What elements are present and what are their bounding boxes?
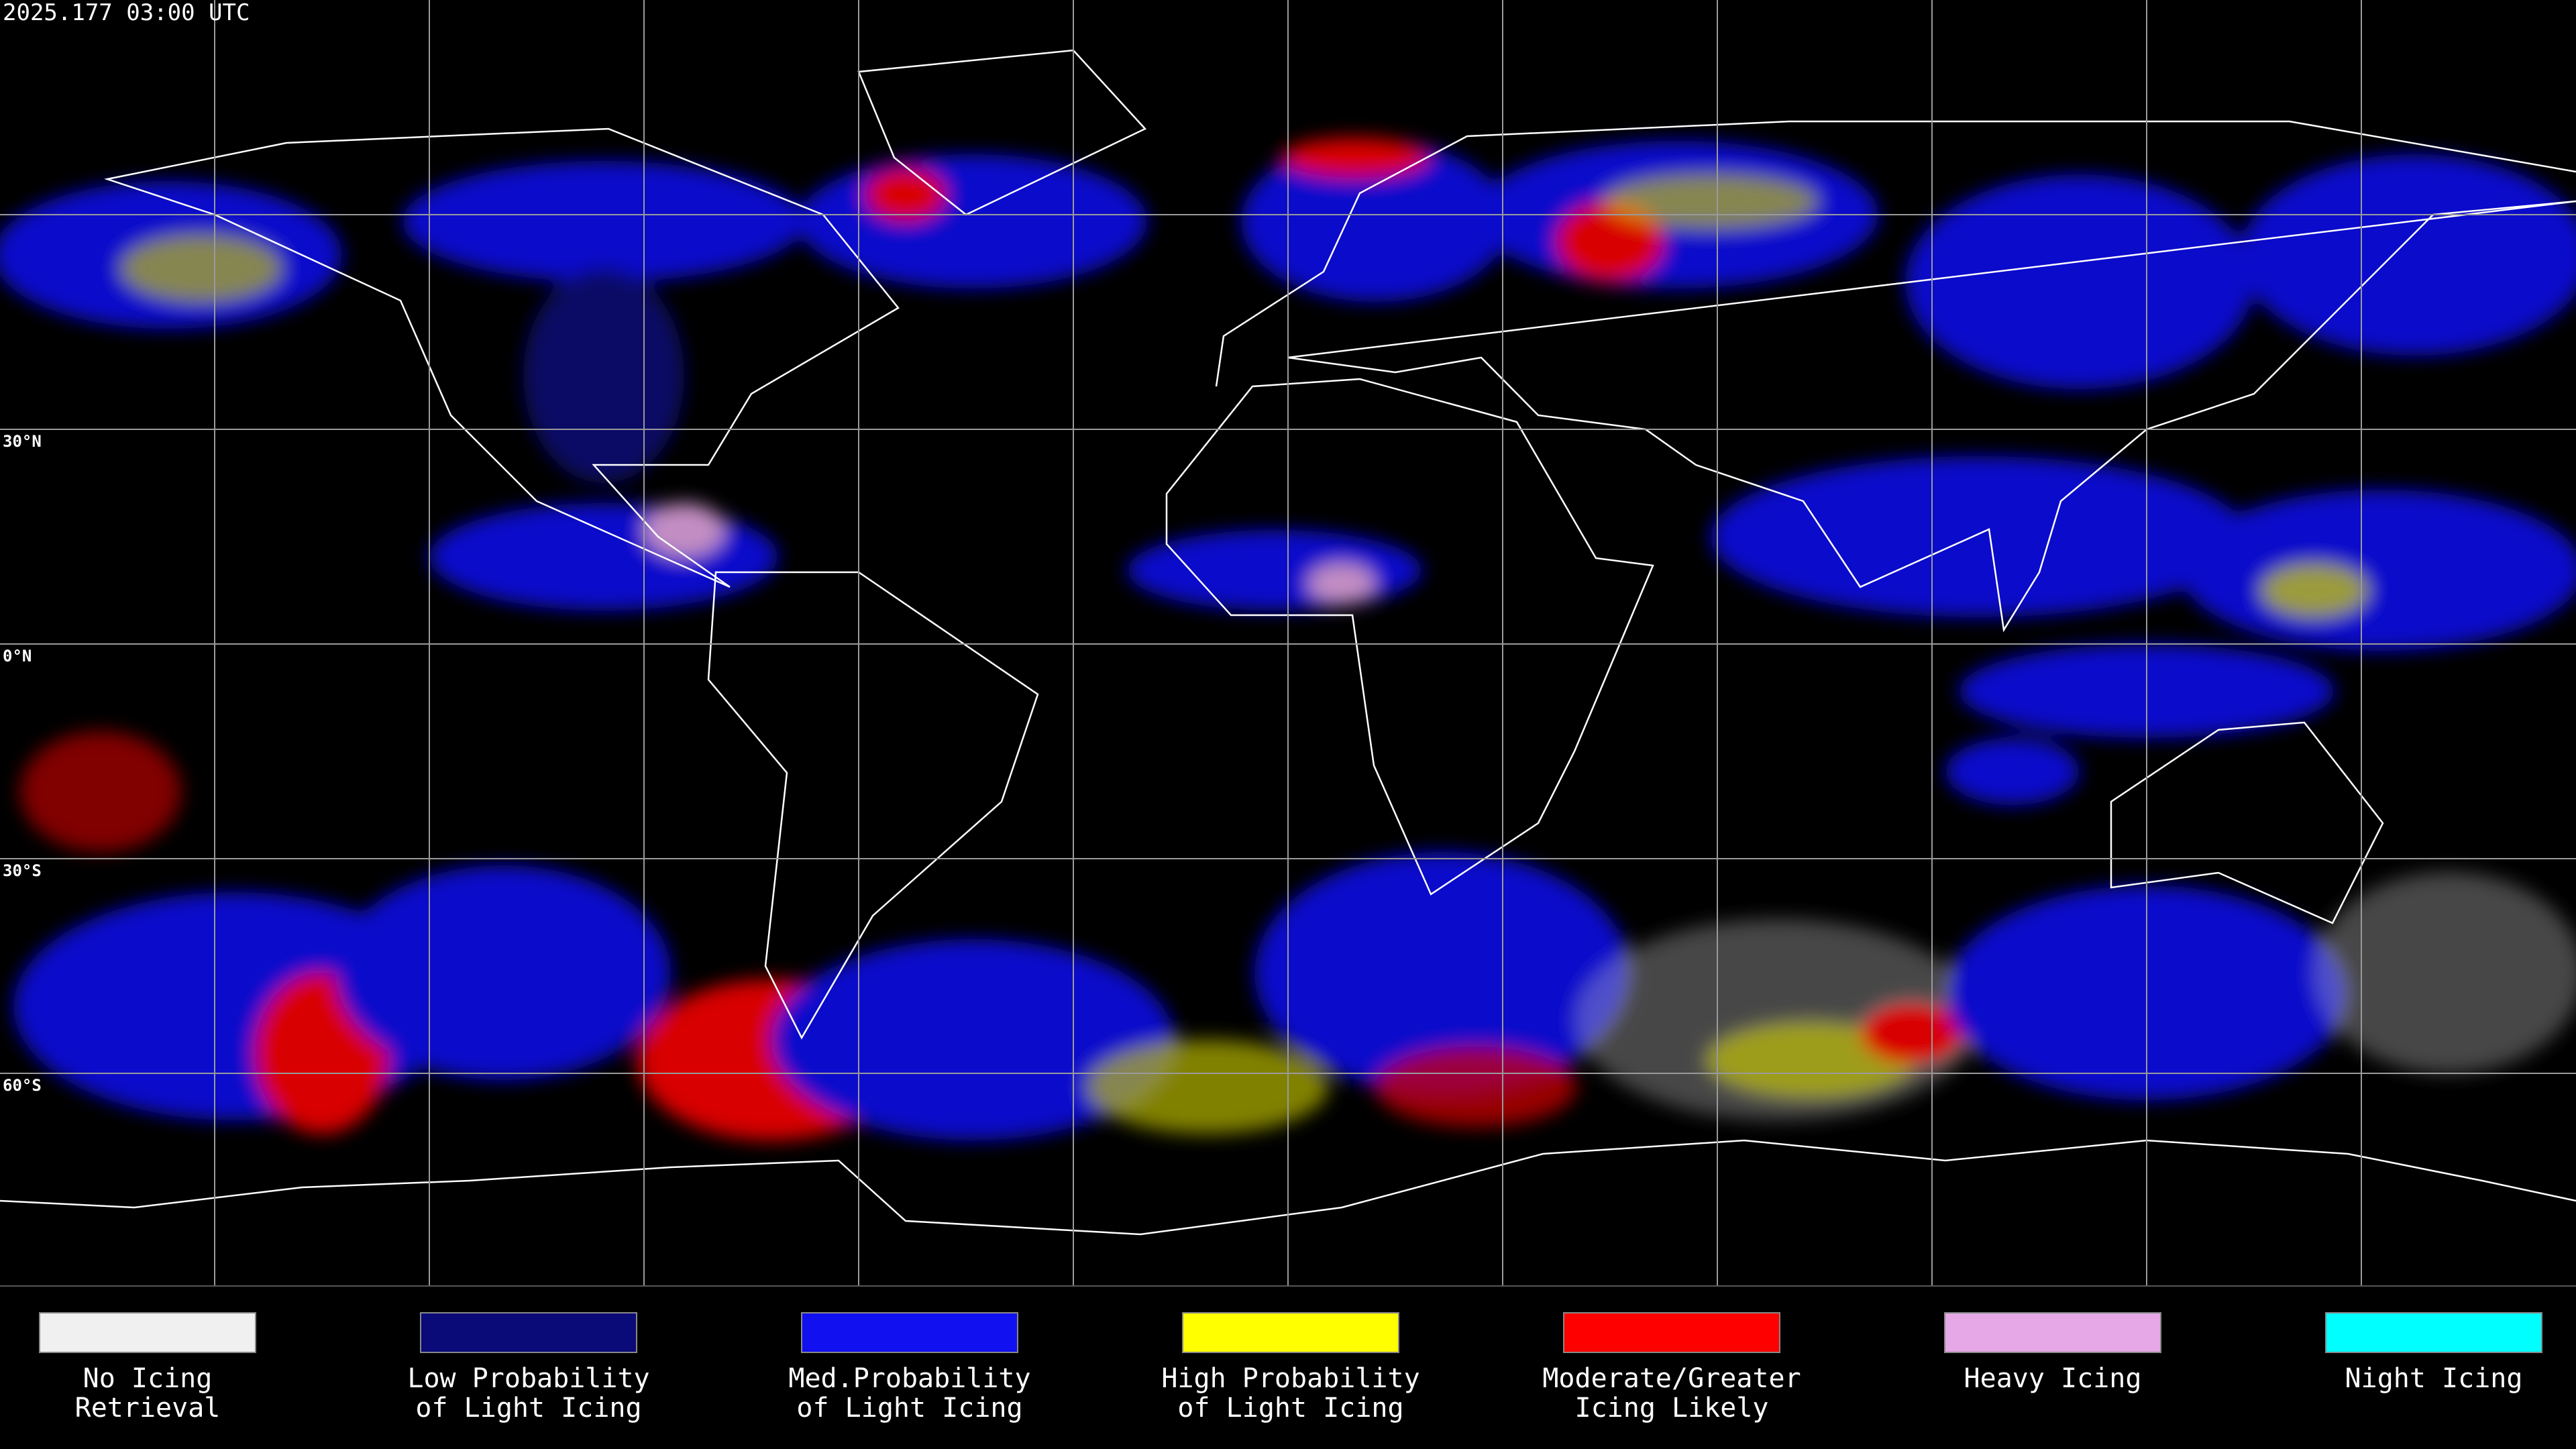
legend-label: Moderate/Greater bbox=[1542, 1363, 1801, 1394]
legend-label: Med.Probability bbox=[788, 1363, 1030, 1394]
legend-label: of Light Icing bbox=[1177, 1393, 1403, 1424]
legend-label: Icing Likely bbox=[1575, 1393, 1769, 1424]
legend-label: High Probability bbox=[1161, 1363, 1419, 1394]
legend-label: Heavy Icing bbox=[1964, 1363, 2142, 1394]
legend-swatch bbox=[1944, 1312, 2161, 1353]
graticule: 30°N 0°N 30°S 60°S bbox=[0, 0, 2576, 1286]
legend-swatch bbox=[1182, 1312, 1399, 1353]
legend-swatch bbox=[1563, 1312, 1780, 1353]
timestamp: 2025.177 03:00 UTC bbox=[3, 0, 250, 26]
latitude-label: 30°N bbox=[3, 432, 42, 451]
legend-label: No Icing bbox=[83, 1363, 213, 1394]
legend-swatch bbox=[39, 1312, 256, 1353]
legend-label: Night Icing bbox=[2345, 1363, 2523, 1394]
coastlines bbox=[0, 49, 2576, 1236]
latitude-label: 60°S bbox=[3, 1076, 42, 1095]
legend-label: Low Probability bbox=[407, 1363, 649, 1394]
legend-swatch bbox=[801, 1312, 1018, 1353]
legend-swatch bbox=[420, 1312, 637, 1353]
latitude-label: 0°N bbox=[3, 647, 32, 665]
legend-label: of Light Icing bbox=[415, 1393, 641, 1424]
legend-label: of Light Icing bbox=[796, 1393, 1022, 1424]
legend-swatch bbox=[2325, 1312, 2542, 1353]
legend-label: Retrieval bbox=[75, 1393, 221, 1424]
latitude-label: 30°S bbox=[3, 861, 42, 880]
